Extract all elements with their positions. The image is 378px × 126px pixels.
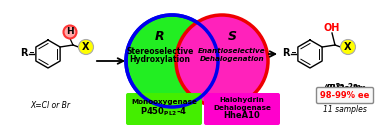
Text: Hydroxylation: Hydroxylation <box>130 55 191 64</box>
Text: R: R <box>20 48 28 58</box>
Text: (R)-​: (R)-​ <box>326 84 342 92</box>
Text: Dehalogenation: Dehalogenation <box>200 56 264 62</box>
Text: S: S <box>228 29 237 42</box>
Text: X=Cl or Br: X=Cl or Br <box>30 102 70 111</box>
Text: 98-99% ee: 98-99% ee <box>320 90 370 100</box>
Text: Stereoselective: Stereoselective <box>126 46 194 55</box>
Text: Halohydrin: Halohydrin <box>220 97 265 103</box>
Text: R: R <box>155 29 165 42</box>
FancyBboxPatch shape <box>316 87 373 103</box>
Text: X: X <box>344 42 352 52</box>
Text: Dehalogenase: Dehalogenase <box>213 105 271 111</box>
Text: OH: OH <box>324 23 340 33</box>
Text: X: X <box>82 42 90 52</box>
FancyBboxPatch shape <box>204 93 280 125</box>
Text: HheA10: HheA10 <box>224 112 260 120</box>
Text: R: R <box>282 48 290 58</box>
Circle shape <box>341 39 355 55</box>
Circle shape <box>64 25 76 39</box>
Circle shape <box>176 15 268 107</box>
Circle shape <box>126 15 218 107</box>
Text: P450$_{\mathregular{PL2}}$-4: P450$_{\mathregular{PL2}}$-4 <box>141 106 187 118</box>
Text: 11 samples: 11 samples <box>323 105 367 115</box>
Circle shape <box>79 39 93 55</box>
Text: 2a-2m: 2a-2m <box>335 84 361 92</box>
Text: Enantioselective: Enantioselective <box>198 48 266 54</box>
Text: (R)-2a-2m: (R)-2a-2m <box>324 85 366 93</box>
FancyBboxPatch shape <box>126 93 202 125</box>
Text: Monooxygenase: Monooxygenase <box>131 99 197 105</box>
Text: H: H <box>66 27 74 37</box>
